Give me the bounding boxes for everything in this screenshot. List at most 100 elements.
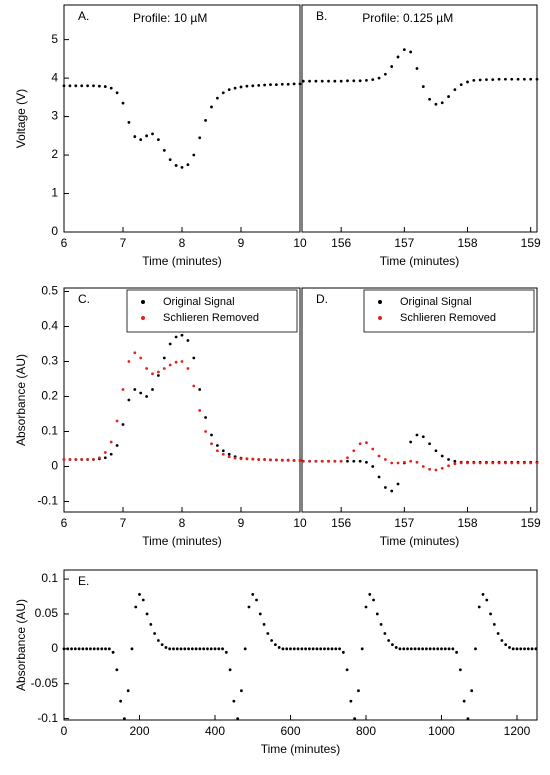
legend-marker bbox=[378, 316, 382, 320]
data-point bbox=[360, 647, 364, 651]
data-point bbox=[453, 88, 457, 92]
data-point bbox=[68, 84, 72, 88]
data-point bbox=[396, 482, 400, 486]
data-point bbox=[511, 647, 515, 651]
data-point bbox=[153, 632, 156, 635]
data-point bbox=[364, 605, 368, 609]
data-point bbox=[232, 699, 236, 703]
data-point bbox=[334, 647, 338, 651]
data-point bbox=[209, 647, 213, 651]
data-point bbox=[62, 647, 66, 651]
data-point bbox=[428, 647, 432, 651]
data-point bbox=[168, 647, 172, 651]
y-tick-label: -0.05 bbox=[31, 676, 59, 690]
data-point bbox=[233, 86, 237, 90]
data-point bbox=[535, 77, 539, 81]
data-point bbox=[145, 612, 149, 616]
data-point bbox=[391, 643, 394, 647]
x-tick-label: 9 bbox=[238, 516, 245, 530]
data-point bbox=[216, 449, 219, 453]
plot-frame bbox=[63, 4, 301, 233]
data-point bbox=[402, 48, 406, 52]
data-point bbox=[377, 454, 381, 458]
data-point bbox=[134, 605, 138, 609]
data-point bbox=[133, 388, 137, 391]
data-point bbox=[145, 395, 149, 398]
data-point bbox=[227, 88, 231, 92]
data-point bbox=[440, 101, 444, 105]
data-point bbox=[301, 459, 305, 463]
data-point bbox=[377, 76, 381, 80]
y-tick-label: 0.2 bbox=[41, 389, 58, 403]
data-point bbox=[70, 647, 73, 651]
data-point bbox=[526, 647, 530, 651]
x-tick-label: 159 bbox=[521, 236, 541, 250]
data-point bbox=[157, 374, 160, 377]
data-point bbox=[396, 461, 400, 465]
data-point bbox=[285, 647, 289, 651]
x-tick-label: 7 bbox=[120, 516, 127, 530]
data-point bbox=[428, 467, 432, 471]
data-point bbox=[179, 647, 183, 651]
y-tick-label: -0.1 bbox=[37, 494, 58, 508]
legend-label: Schlieren Removed bbox=[163, 312, 259, 324]
data-point bbox=[98, 456, 101, 460]
data-point bbox=[510, 77, 514, 81]
data-point bbox=[470, 689, 474, 693]
data-point bbox=[263, 83, 266, 87]
data-point bbox=[440, 466, 444, 470]
data-point bbox=[162, 356, 166, 360]
data-point bbox=[262, 623, 266, 626]
data-point bbox=[277, 646, 281, 649]
data-point bbox=[485, 78, 488, 82]
data-point bbox=[447, 458, 450, 461]
data-point bbox=[192, 384, 196, 388]
data-point bbox=[139, 391, 143, 395]
data-point bbox=[372, 598, 375, 602]
x-tick-label: 1000 bbox=[428, 724, 455, 738]
data-point bbox=[92, 458, 95, 461]
data-point bbox=[206, 647, 209, 651]
data-point bbox=[421, 435, 425, 439]
data-point bbox=[409, 459, 413, 463]
data-point bbox=[243, 647, 247, 651]
data-point bbox=[115, 444, 119, 447]
data-point bbox=[109, 440, 113, 444]
x-axis-label: Time (minutes) bbox=[380, 534, 460, 548]
data-point bbox=[228, 668, 232, 672]
data-point bbox=[257, 84, 261, 87]
data-point bbox=[81, 647, 85, 651]
y-tick-label: 0.1 bbox=[41, 571, 58, 585]
x-tick-label: 6 bbox=[61, 516, 68, 530]
data-point bbox=[141, 598, 145, 602]
data-point bbox=[421, 85, 425, 88]
data-point bbox=[474, 647, 477, 651]
data-point bbox=[402, 460, 406, 464]
data-point bbox=[115, 91, 119, 95]
data-point bbox=[396, 55, 400, 59]
data-point bbox=[415, 67, 419, 70]
x-tick-label: 1200 bbox=[504, 724, 531, 738]
x-tick-label: 9 bbox=[238, 236, 245, 250]
data-point bbox=[440, 647, 443, 651]
data-point bbox=[489, 612, 492, 616]
data-point bbox=[133, 135, 137, 138]
data-point bbox=[145, 134, 149, 138]
data-point bbox=[491, 461, 495, 465]
y-tick-label: 0 bbox=[51, 641, 58, 655]
data-point bbox=[510, 461, 514, 465]
data-point bbox=[371, 447, 375, 451]
data-point bbox=[534, 647, 538, 651]
data-point bbox=[357, 689, 360, 693]
data-point bbox=[535, 461, 539, 465]
data-point bbox=[504, 643, 508, 647]
data-point bbox=[379, 623, 383, 626]
data-point bbox=[273, 643, 277, 647]
data-point bbox=[151, 372, 154, 376]
data-point bbox=[365, 460, 368, 464]
data-point bbox=[466, 80, 469, 84]
panel-label: E. bbox=[78, 574, 89, 588]
data-point bbox=[398, 647, 402, 651]
data-point bbox=[175, 647, 179, 651]
